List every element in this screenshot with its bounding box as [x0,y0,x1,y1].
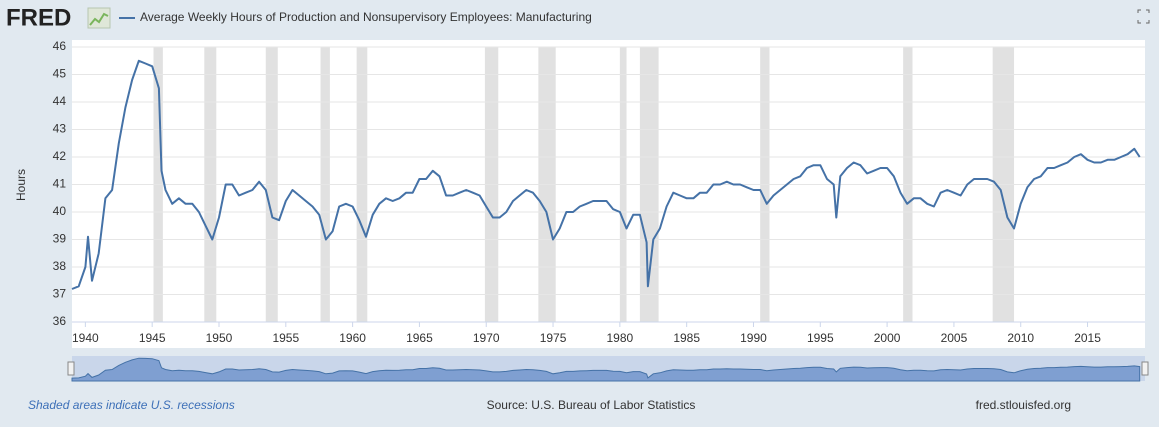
fullscreen-icon[interactable] [1137,9,1150,24]
y-tick-label: 44 [53,94,67,108]
x-tick-label: 2005 [941,331,968,345]
navigator-handle-right[interactable] [1141,361,1149,376]
y-tick-label: 46 [53,39,67,53]
x-tick-label: 1940 [72,331,99,345]
logo-icon [87,7,111,29]
y-tick-label: 37 [53,287,67,301]
y-tick-label: 36 [53,314,67,328]
y-tick-label: 45 [53,67,67,81]
navigator-handle-left[interactable] [67,361,75,376]
x-tick-label: 1960 [339,331,366,345]
navigator-area [71,357,1141,382]
y-axis-label: Hours [14,169,28,201]
logo: FRED [6,4,71,31]
x-tick-label: 1965 [406,331,433,345]
site[interactable]: fred.stlouisfed.org [976,398,1071,412]
y-tick-label: 38 [53,259,67,273]
x-tick-label: 1955 [272,331,299,345]
series-line [71,59,1141,290]
y-tick-label: 43 [53,122,67,136]
x-tick-label: 1990 [740,331,767,345]
x-tick-label: 1985 [673,331,700,345]
y-tick-label: 40 [53,204,67,218]
x-tick-label: 1980 [607,331,634,345]
x-tick-label: 2015 [1074,331,1101,345]
x-tick-label: 1945 [139,331,166,345]
legend-title: Average Weekly Hours of Production and N… [140,10,592,24]
y-tick-label: 42 [53,149,67,163]
x-tick-label: 1975 [540,331,567,345]
plot-background [72,40,1145,348]
x-tick-label: 2000 [874,331,901,345]
x-tick-label: 1950 [206,331,233,345]
source: Source: U.S. Bureau of Labor Statistics [487,398,696,412]
y-tick-label: 41 [53,177,67,191]
y-tick-label: 39 [53,232,67,246]
x-tick-label: 2010 [1007,331,1034,345]
x-tick-label: 1995 [807,331,834,345]
recession-note[interactable]: Shaded areas indicate U.S. recessions [28,398,235,412]
x-tick-label: 1970 [473,331,500,345]
